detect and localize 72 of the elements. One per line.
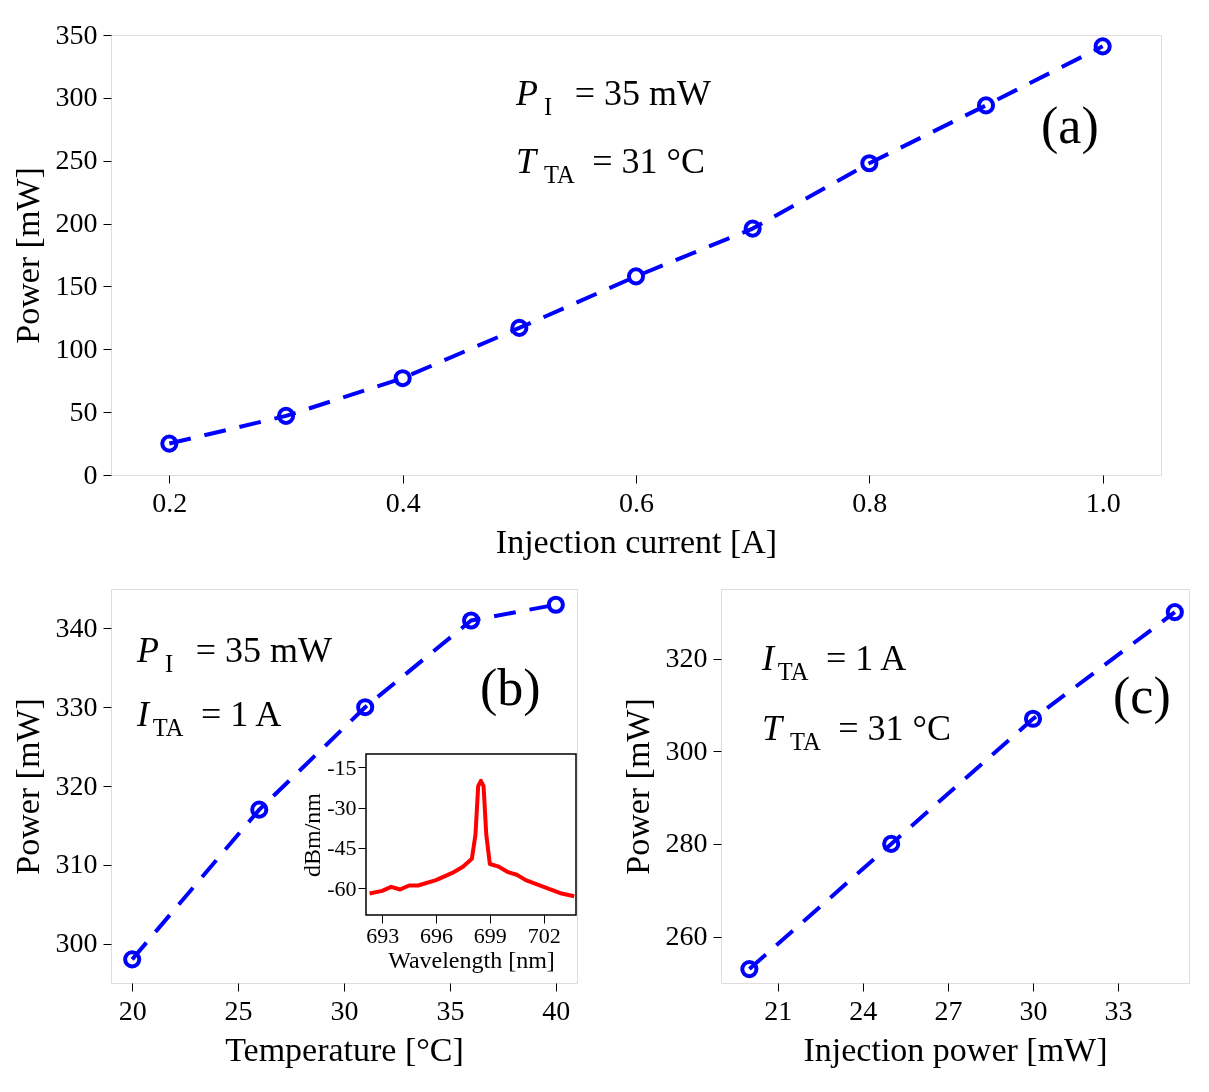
- y-tick-label: -45: [327, 835, 357, 861]
- x-tick-label: 21: [764, 994, 793, 1026]
- y-tick-label: 150: [55, 269, 98, 301]
- x-tick-label: 1.0: [1085, 486, 1121, 518]
- x-tick-label: 0.2: [152, 486, 188, 518]
- x-tick-label: 20: [118, 994, 147, 1026]
- x-axis-title: Injection current [A]: [495, 522, 778, 560]
- point: [882, 834, 901, 853]
- x-tick-label: 702: [527, 922, 561, 948]
- point: [1165, 603, 1184, 622]
- x-tick-label: 27: [934, 994, 963, 1026]
- point: [546, 595, 565, 614]
- x-tick-label: 40: [542, 994, 571, 1026]
- y-axis-title: Power [mW]: [8, 698, 46, 875]
- x-tick-label: 696: [420, 922, 453, 948]
- x-axis-title: Temperature [°C]: [225, 1030, 464, 1068]
- x-tick-label: 30: [1019, 994, 1048, 1026]
- y-tick-label: 330: [55, 690, 98, 722]
- point: [860, 154, 879, 173]
- point: [123, 950, 142, 969]
- point: [1093, 37, 1112, 56]
- x-axis-title: Injection power [mW]: [803, 1030, 1108, 1068]
- y-tick-label: 320: [55, 769, 98, 801]
- y-tick-label: 310: [55, 848, 98, 880]
- y-tick-label: 320: [665, 642, 708, 674]
- point: [393, 369, 412, 388]
- y-axis-title: Power [mW]: [8, 167, 46, 344]
- point: [160, 434, 179, 453]
- y-tick-label: -15: [327, 754, 357, 780]
- x-tick-label: 25: [224, 994, 253, 1026]
- y-tick-label: 300: [55, 927, 98, 959]
- x-tick-label: 35: [436, 994, 465, 1026]
- point: [1023, 709, 1043, 728]
- point: [626, 267, 646, 286]
- annotation: TTA = 31 °C: [762, 708, 952, 756]
- y-tick-label: 100: [55, 332, 98, 364]
- y-tick-label: 300: [55, 81, 98, 113]
- y-tick-label: 200: [55, 207, 98, 239]
- y-axis-title: dBm/nm: [299, 792, 326, 878]
- y-tick-label: 260: [665, 920, 708, 952]
- x-tick-label: 33: [1104, 994, 1133, 1026]
- point: [976, 96, 996, 115]
- x-axis-title: Wavelength [nm]: [388, 946, 555, 973]
- y-tick-label: 0: [83, 458, 98, 490]
- annotation: (c): [1113, 667, 1171, 725]
- y-tick-label: -30: [327, 795, 357, 821]
- y-tick-label: 300: [665, 734, 708, 766]
- line-series: [367, 778, 577, 899]
- x-tick-label: 693: [366, 922, 400, 948]
- x-tick-label: 0.6: [619, 486, 654, 518]
- y-tick-label: 340: [55, 611, 98, 643]
- y-tick-label: 250: [55, 144, 98, 176]
- y-tick-label: 280: [665, 827, 708, 859]
- point: [276, 406, 296, 425]
- x-tick-label: 0.8: [852, 486, 888, 518]
- y-tick-label: 350: [55, 18, 98, 50]
- y-tick-label: 50: [69, 395, 98, 427]
- x-tick-label: 30: [330, 994, 359, 1026]
- x-tick-label: 24: [849, 994, 878, 1026]
- y-axis-title: Power [mW]: [618, 698, 656, 875]
- point: [356, 698, 375, 717]
- annotation: (a): [1041, 97, 1099, 155]
- x-tick-label: 0.4: [385, 486, 421, 518]
- y-tick-label: -60: [327, 875, 357, 901]
- annotation: TTA = 31 °C: [516, 141, 706, 189]
- annotation: (b): [480, 659, 541, 717]
- point: [740, 960, 759, 979]
- point: [250, 800, 269, 819]
- point: [510, 318, 529, 337]
- x-tick-label: 699: [473, 922, 507, 948]
- point: [462, 611, 481, 630]
- point: [743, 219, 762, 238]
